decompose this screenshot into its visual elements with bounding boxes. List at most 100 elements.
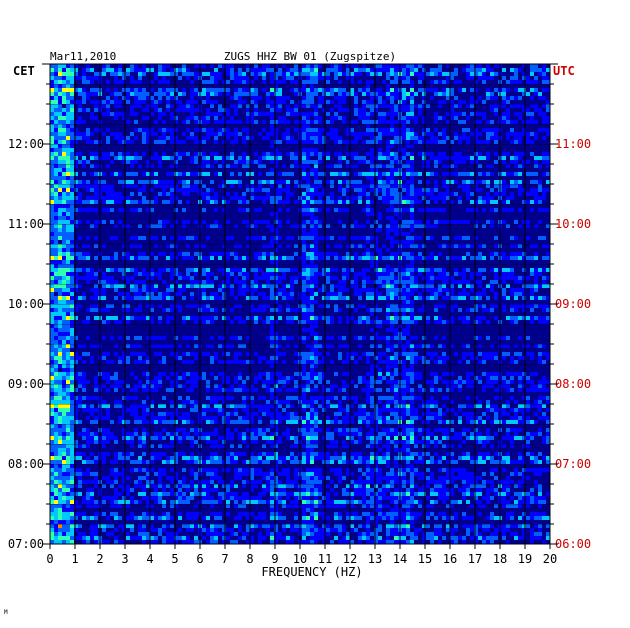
heatmap-cell [158, 320, 162, 324]
heatmap-cell [406, 68, 410, 72]
heatmap-cell [206, 380, 210, 384]
heatmap-cell [274, 196, 278, 200]
heatmap-cell [234, 296, 238, 300]
heatmap-cell [314, 76, 318, 80]
heatmap-cell [394, 168, 398, 172]
heatmap-cell [330, 288, 334, 292]
heatmap-cell [286, 76, 290, 80]
heatmap-cell [302, 164, 306, 168]
heatmap-cell [402, 68, 406, 72]
heatmap-cell [470, 284, 474, 288]
heatmap-cell [334, 252, 338, 256]
heatmap-cell [406, 376, 410, 380]
heatmap-cell [522, 160, 526, 164]
heatmap-cell [134, 92, 138, 96]
heatmap-cell [246, 296, 250, 300]
heatmap-cell [274, 256, 278, 260]
heatmap-cell [338, 164, 342, 168]
heatmap-cell [410, 104, 414, 108]
heatmap-cell [186, 108, 190, 112]
heatmap-cell [82, 252, 86, 256]
heatmap-cell [58, 332, 62, 336]
heatmap-cell [50, 356, 54, 360]
heatmap-cell [110, 112, 114, 116]
heatmap-cell [154, 236, 158, 240]
heatmap-cell [206, 320, 210, 324]
heatmap-cell [70, 248, 74, 252]
heatmap-cell [370, 92, 374, 96]
heatmap-cell [450, 292, 454, 296]
heatmap-cell [286, 336, 290, 340]
heatmap-cell [530, 352, 534, 356]
heatmap-cell [510, 308, 514, 312]
heatmap-cell [390, 112, 394, 116]
heatmap-cell [154, 336, 158, 340]
heatmap-cell [518, 336, 522, 340]
heatmap-cell [102, 196, 106, 200]
heatmap-cell [62, 388, 66, 392]
heatmap-cell [214, 192, 218, 196]
heatmap-cell [346, 320, 350, 324]
heatmap-cell [54, 76, 58, 80]
heatmap-cell [402, 284, 406, 288]
heatmap-cell [502, 156, 506, 160]
heatmap-cell [134, 336, 138, 340]
heatmap-cell [54, 348, 58, 352]
heatmap-cell [410, 180, 414, 184]
heatmap-cell [402, 132, 406, 136]
heatmap-cell [374, 228, 378, 232]
heatmap-cell [466, 284, 470, 288]
heatmap-cell [366, 240, 370, 244]
heatmap-cell [114, 372, 118, 376]
heatmap-cell [346, 164, 350, 168]
heatmap-cell [274, 340, 278, 344]
heatmap-cell [370, 288, 374, 292]
heatmap-cell [514, 88, 518, 92]
heatmap-cell [510, 104, 514, 108]
heatmap-cell [94, 316, 98, 320]
heatmap-cell [262, 152, 266, 156]
heatmap-cell [370, 296, 374, 300]
heatmap-cell [82, 72, 86, 76]
heatmap-cell [122, 308, 126, 312]
heatmap-cell [66, 248, 70, 252]
heatmap-cell [186, 360, 190, 364]
heatmap-cell [390, 208, 394, 212]
heatmap-cell [446, 184, 450, 188]
heatmap-cell [366, 200, 370, 204]
heatmap-cell [58, 300, 62, 304]
heatmap-cell [330, 344, 334, 348]
heatmap-cell [114, 296, 118, 300]
heatmap-cell [494, 276, 498, 280]
heatmap-cell [194, 172, 198, 176]
heatmap-cell [202, 160, 206, 164]
heatmap-cell [302, 84, 306, 88]
heatmap-cell [518, 380, 522, 384]
heatmap-cell [150, 316, 154, 320]
heatmap-cell [114, 252, 118, 256]
heatmap-cell [306, 276, 310, 280]
heatmap-cell [214, 92, 218, 96]
heatmap-cell [54, 112, 58, 116]
heatmap-cell [546, 160, 550, 164]
heatmap-cell [142, 172, 146, 176]
heatmap-cell [322, 284, 326, 288]
heatmap-cell [70, 356, 74, 360]
heatmap-cell [530, 132, 534, 136]
heatmap-cell [354, 352, 358, 356]
heatmap-cell [58, 208, 62, 212]
heatmap-cell [274, 160, 278, 164]
heatmap-cell [186, 152, 190, 156]
heatmap-cell [514, 132, 518, 136]
heatmap-cell [510, 68, 514, 72]
heatmap-cell [462, 160, 466, 164]
heatmap-cell [478, 376, 482, 380]
heatmap-cell [458, 140, 462, 144]
heatmap-cell [174, 128, 178, 132]
heatmap-cell [458, 256, 462, 260]
heatmap-cell [514, 72, 518, 76]
heatmap-cell [314, 244, 318, 248]
heatmap-cell [62, 264, 66, 268]
heatmap-cell [102, 188, 106, 192]
heatmap-cell [290, 284, 294, 288]
